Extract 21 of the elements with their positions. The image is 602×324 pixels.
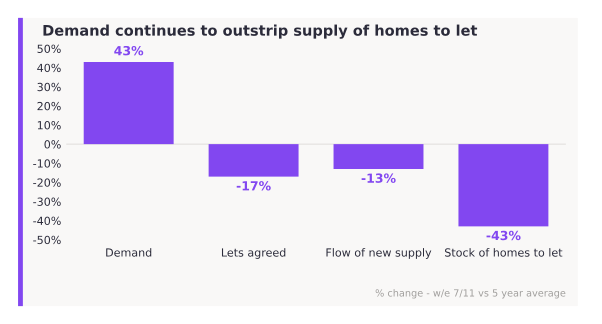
y-tick-label: -50% xyxy=(33,236,61,244)
y-tick-label: 0% xyxy=(44,140,61,149)
data-label: -13% xyxy=(362,173,396,183)
y-tick-label: -20% xyxy=(33,178,61,187)
x-tick-label: Stock of homes to let xyxy=(445,248,562,257)
data-label: -17% xyxy=(236,181,271,191)
y-tick-label: -10% xyxy=(33,159,61,168)
y-tick-label: -30% xyxy=(33,198,61,206)
y-tick-label: 10% xyxy=(38,121,61,130)
data-label: -43% xyxy=(486,230,521,240)
y-tick-label: 20% xyxy=(37,102,61,110)
x-tick-label: Lets agreed xyxy=(222,248,286,259)
chart-title: Demand continues to outstrip supply of homes to let xyxy=(43,24,478,39)
y-tick-label: -40% xyxy=(33,216,61,226)
x-tick-label: Demand xyxy=(106,248,152,257)
y-tick-label: 40% xyxy=(37,64,61,72)
x-tick-label: Flow of new supply xyxy=(326,248,432,259)
y-tick-label: 50% xyxy=(38,44,61,53)
text: % change - w/e 7/11 vs 5 year average xyxy=(376,289,566,298)
data-label: 43% xyxy=(114,46,144,56)
y-tick-label: 30% xyxy=(38,82,61,92)
